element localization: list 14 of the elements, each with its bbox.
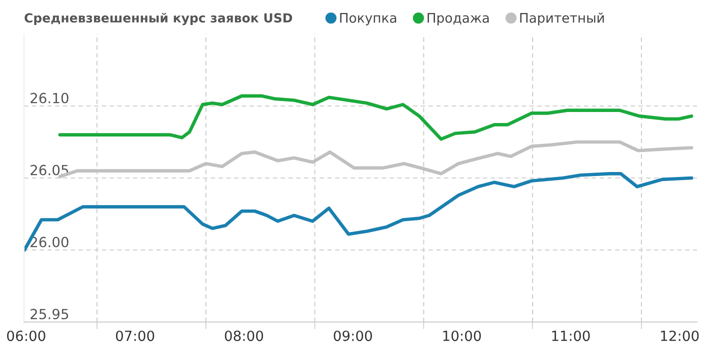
x-tick-label: 07:00	[116, 330, 154, 342]
y-tick-label: 25.95	[30, 308, 68, 320]
legend-label: Покупка	[340, 13, 396, 26]
x-tick-label: 06:00	[7, 330, 46, 342]
x-tick-label: 09:00	[334, 330, 372, 342]
legend-label: Продажа	[428, 13, 489, 26]
y-tick-label: 26.10	[30, 92, 68, 104]
x-tick-label: 08:00	[224, 330, 264, 342]
x-tick-label: 10:00	[443, 330, 481, 342]
x-tick-label: 11:00	[552, 330, 590, 342]
legend-label: Паритетный	[520, 12, 604, 26]
y-tick-label: 26.00	[30, 236, 68, 248]
x-tick-label: 12:00	[661, 330, 699, 342]
chart-title: Средневзвешенный курс заявок USD	[24, 12, 292, 26]
